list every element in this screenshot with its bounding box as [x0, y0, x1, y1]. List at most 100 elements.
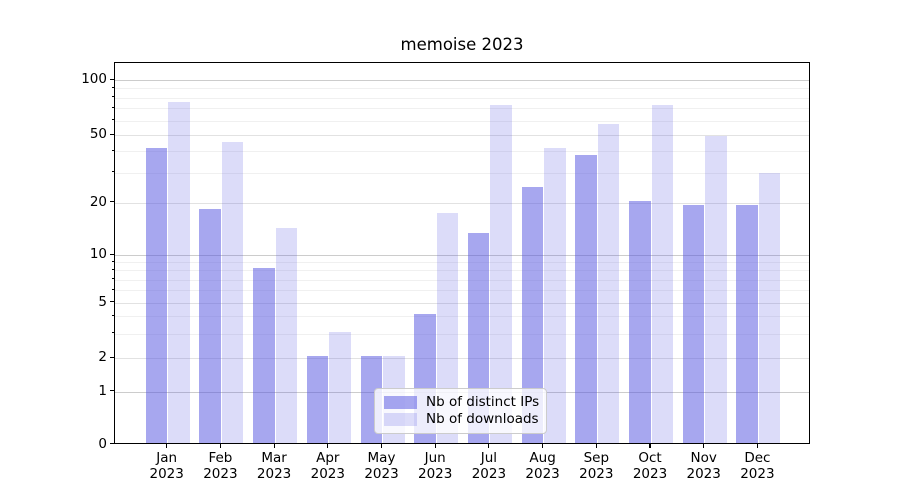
bar-distinct-ips-oct	[629, 200, 651, 443]
chart-title: memoise 2023	[400, 35, 524, 54]
bar-downloads-apr	[329, 331, 351, 443]
y-tick-label-20: 20	[89, 193, 107, 210]
gridline-40	[115, 151, 809, 153]
gridline-50	[115, 135, 809, 136]
y-minor-tick-mark-60	[111, 119, 114, 121]
y-minor-tick-mark-40	[111, 149, 114, 152]
y-minor-tick-mark-30	[111, 171, 114, 173]
gridline-4	[115, 316, 809, 318]
gridline-70	[115, 108, 809, 110]
bar-distinct-ips-dec	[736, 204, 758, 443]
y-minor-tick-mark-70	[111, 106, 114, 108]
gridline-100	[115, 80, 809, 81]
gridline-90	[115, 88, 809, 90]
y-tick-mark-100	[110, 78, 114, 80]
y-tick-mark-20	[110, 201, 114, 203]
bar-downloads-dec	[758, 173, 781, 443]
x-tick-label-aug: Aug 2023	[525, 450, 560, 482]
x-tick-label-may: May 2023	[364, 450, 399, 482]
y-tick-mark-50	[110, 133, 114, 135]
bar-distinct-ips-jan	[145, 147, 168, 443]
x-tick-label-nov: Nov 2023	[686, 450, 721, 482]
gridline-60	[115, 120, 809, 122]
x-tick-label-sep: Sep 2023	[579, 450, 614, 482]
legend-swatch-distinct-ips	[384, 396, 417, 409]
y-tick-mark-5	[110, 301, 114, 303]
x-tick-label-feb: Feb 2023	[203, 450, 238, 482]
bar-distinct-ips-aug	[521, 187, 544, 443]
legend-row-downloads: Nb of downloads	[384, 411, 539, 427]
x-tick-mark-aug	[542, 444, 544, 449]
y-tick-label-2: 2	[98, 349, 107, 365]
x-tick-mark-nov	[703, 444, 705, 449]
x-tick-label-jan: Jan 2023	[149, 450, 184, 482]
y-tick-label-100: 100	[81, 71, 107, 87]
gridline-10	[115, 255, 809, 256]
x-tick-label-oct: Oct 2023	[632, 450, 668, 482]
x-tick-mark-sep	[595, 444, 597, 449]
gridline-2	[115, 358, 809, 359]
bar-distinct-ips-mar	[253, 268, 275, 443]
gridline-6	[115, 290, 809, 292]
gridline-3	[115, 333, 809, 335]
y-tick-label-5: 5	[98, 293, 107, 310]
y-tick-mark-0	[110, 443, 114, 445]
bar-downloads-oct	[651, 105, 673, 443]
gridline-80	[115, 97, 809, 99]
bar-distinct-ips-nov	[682, 204, 705, 443]
x-tick-label-jun: Jun 2023	[418, 450, 453, 482]
x-tick-mark-may	[380, 444, 383, 449]
x-tick-mark-jul	[488, 444, 490, 449]
legend: Nb of distinct IPs Nb of downloads	[374, 388, 547, 434]
legend-label-distinct-ips: Nb of distinct IPs	[426, 394, 540, 410]
y-minor-tick-mark-8	[111, 268, 114, 271]
gridline-7	[115, 279, 809, 281]
y-minor-tick-mark-7	[111, 278, 114, 280]
gridline-5	[115, 302, 809, 304]
x-tick-mark-oct	[649, 444, 651, 449]
bar-distinct-ips-feb	[199, 208, 221, 443]
x-tick-mark-feb	[219, 444, 221, 449]
y-minor-tick-mark-80	[111, 96, 114, 98]
bar-downloads-aug	[544, 147, 566, 443]
y-tick-label-50: 50	[89, 126, 107, 142]
y-tick-mark-2	[110, 356, 114, 358]
x-tick-label-mar: Mar 2023	[256, 450, 292, 482]
x-tick-mark-jan	[166, 444, 168, 449]
legend-row-distinct-ips: Nb of distinct IPs	[384, 394, 540, 410]
gridline-20	[115, 202, 809, 204]
y-tick-mark-1	[110, 390, 114, 392]
bar-downloads-mar	[275, 227, 298, 443]
x-tick-mark-jun	[434, 444, 436, 449]
bar-downloads-feb	[221, 142, 244, 443]
legend-label-downloads: Nb of downloads	[426, 411, 539, 427]
bar-downloads-nov	[705, 136, 727, 443]
plot-area	[114, 62, 810, 444]
y-minor-tick-mark-90	[111, 86, 114, 89]
x-tick-label-jul: Jul 2023	[471, 450, 507, 482]
y-minor-tick-mark-6	[111, 288, 114, 290]
y-tick-mark-10	[110, 253, 114, 255]
gridline-9	[115, 262, 809, 264]
bar-downloads-sep	[597, 124, 620, 443]
x-tick-mark-mar	[273, 444, 275, 449]
x-tick-mark-apr	[327, 444, 329, 449]
bar-downloads-jul	[490, 105, 512, 443]
legend-swatch-downloads	[384, 413, 417, 426]
bar-downloads-jun	[436, 212, 459, 443]
x-tick-mark-dec	[756, 444, 758, 449]
bar-downloads-jan	[168, 101, 190, 443]
y-minor-tick-mark-9	[111, 260, 114, 262]
x-tick-label-apr: Apr 2023	[310, 450, 345, 482]
y-tick-label-10: 10	[89, 246, 107, 262]
y-tick-label-1: 1	[98, 382, 107, 399]
bar-distinct-ips-apr	[306, 356, 329, 443]
y-minor-tick-mark-4	[111, 314, 114, 316]
gridline-30	[115, 172, 809, 174]
bar-distinct-ips-sep	[575, 155, 597, 443]
gridline-8	[115, 270, 809, 272]
y-minor-tick-mark-3	[111, 332, 114, 334]
y-tick-label-0: 0	[98, 435, 107, 452]
x-tick-label-dec: Dec 2023	[740, 450, 775, 482]
